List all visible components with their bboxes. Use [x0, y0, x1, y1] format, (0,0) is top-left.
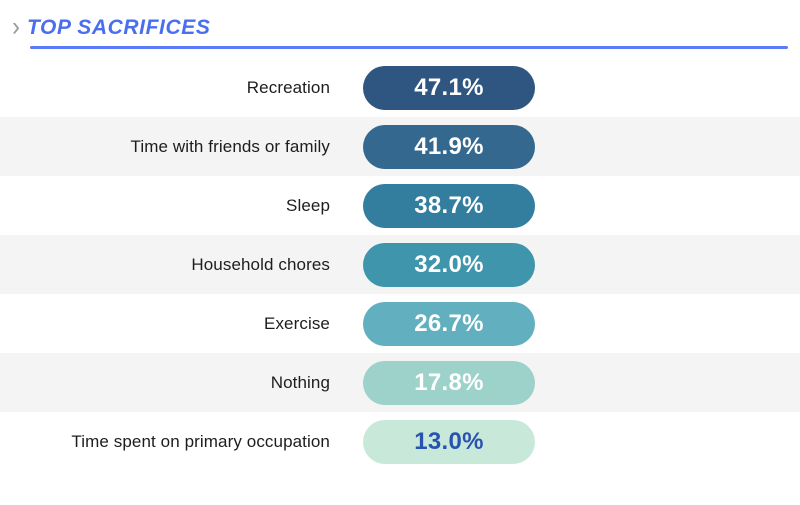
- value-label: 26.7%: [414, 309, 484, 337]
- value-label: 38.7%: [414, 191, 484, 219]
- value-label: 32.0%: [414, 250, 484, 278]
- bar-pill: 47.1%: [363, 65, 535, 110]
- chevron-right-icon[interactable]: ›: [12, 12, 20, 43]
- section-header: › TOP SACRIFICES: [12, 12, 211, 43]
- bar-pill: 38.7%: [363, 183, 535, 228]
- category-label: Exercise: [264, 313, 330, 333]
- chart-row: Time spent on primary occupation 13.0%: [0, 412, 800, 471]
- category-label: Sleep: [286, 195, 330, 215]
- bar-pill: 13.0%: [363, 419, 535, 464]
- chart-row: Time with friends or family 41.9%: [0, 117, 800, 176]
- category-label: Time spent on primary occupation: [71, 431, 330, 451]
- bar-pill: 17.8%: [363, 360, 535, 405]
- category-label: Time with friends or family: [130, 136, 330, 156]
- chart-row: Sleep 38.7%: [0, 176, 800, 235]
- header-underline: [30, 46, 788, 49]
- value-label: 41.9%: [414, 132, 484, 160]
- category-label: Recreation: [246, 77, 330, 97]
- value-label: 17.8%: [414, 368, 484, 396]
- chart-row: Nothing 17.8%: [0, 353, 800, 412]
- value-label: 47.1%: [414, 73, 484, 101]
- bar-pill: 32.0%: [363, 242, 535, 287]
- chart-title: TOP SACRIFICES: [27, 16, 211, 39]
- value-label: 13.0%: [414, 427, 484, 455]
- chart-row: Exercise 26.7%: [0, 294, 800, 353]
- bar-pill: 26.7%: [363, 301, 535, 346]
- chart-row: Recreation 47.1%: [0, 58, 800, 117]
- category-label: Household chores: [191, 254, 330, 274]
- chart-row: Household chores 32.0%: [0, 235, 800, 294]
- bar-chart: Recreation 47.1% Time with friends or fa…: [0, 58, 800, 471]
- category-label: Nothing: [270, 372, 330, 392]
- bar-pill: 41.9%: [363, 124, 535, 169]
